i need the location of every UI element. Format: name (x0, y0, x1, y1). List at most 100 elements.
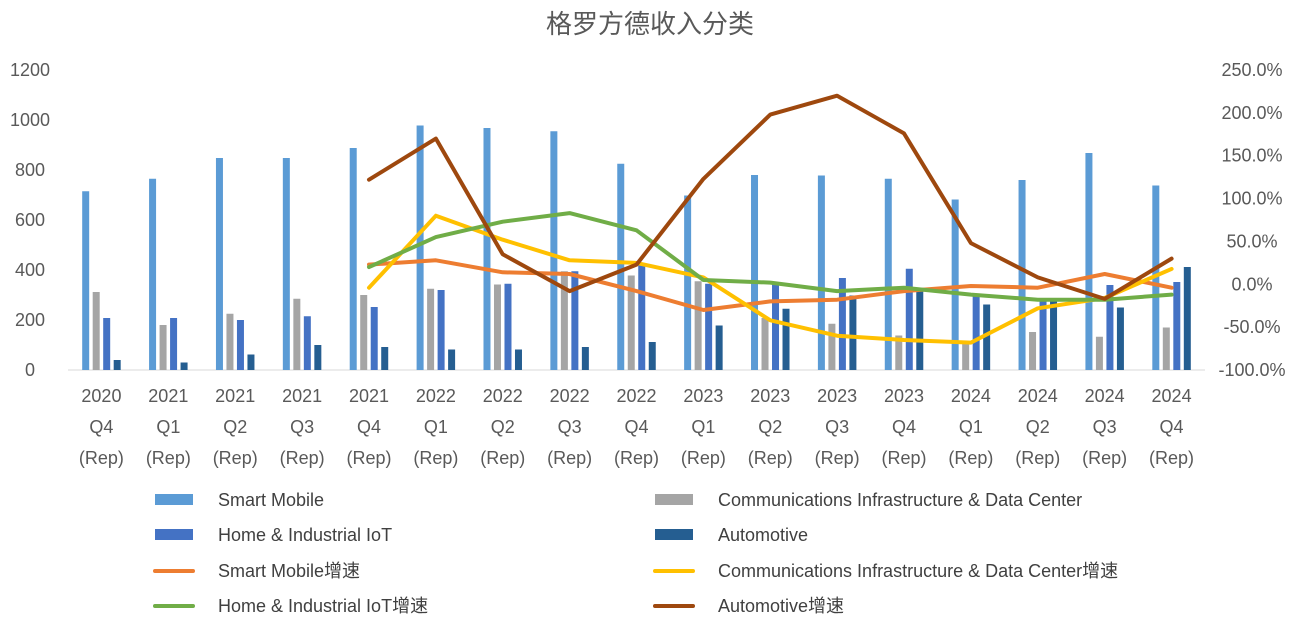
bar-home-industrial-iot (838, 278, 846, 370)
bar-communications-infrastructure-data-center (293, 298, 301, 370)
x-axis-tick-label: 2023 (817, 386, 857, 406)
x-axis-tick-label: 2024 (1152, 386, 1192, 406)
x-axis-tick-label: Q3 (558, 417, 582, 437)
x-axis-tick-label: 2021 (215, 386, 255, 406)
x-axis-tick-label: Q3 (1093, 417, 1117, 437)
x-axis-tick-label: 2023 (683, 386, 723, 406)
line-home-industrial-iot-growth (367, 211, 1174, 302)
x-axis-tick-label: 2021 (148, 386, 188, 406)
bar-home-industrial-iot (103, 318, 111, 370)
x-axis-tick-label: Q1 (959, 417, 983, 437)
bar-automotive (1116, 307, 1124, 370)
bar-automotive (1050, 300, 1058, 370)
right-axis-tick: -100.0% (1218, 360, 1285, 380)
bar-communications-infrastructure-data-center (560, 271, 568, 370)
legend-label: Smart Mobile增速 (218, 561, 360, 581)
bar-home-industrial-iot (236, 320, 244, 370)
bar-communications-infrastructure-data-center (92, 292, 100, 370)
bar-communications-infrastructure-data-center (694, 281, 702, 370)
x-axis-tick-label: Q4 (624, 417, 648, 437)
legend-swatch (655, 494, 693, 505)
right-axis-tick: 50.0% (1226, 231, 1277, 251)
x-axis-tick-label: (Rep) (346, 448, 391, 468)
right-axis-tick: 150.0% (1221, 146, 1282, 166)
bar-automotive (247, 354, 255, 370)
x-axis-tick-label: 2023 (750, 386, 790, 406)
legend-label: Smart Mobile (218, 490, 324, 510)
x-axis-tick-label: (Rep) (413, 448, 458, 468)
bar-communications-infrastructure-data-center (159, 325, 167, 370)
x-axis-tick-label: (Rep) (748, 448, 793, 468)
bar-home-industrial-iot (370, 307, 378, 370)
bar-home-industrial-iot (170, 318, 178, 370)
right-axis-tick: 100.0% (1221, 189, 1282, 209)
line-smart-mobile-growth (367, 258, 1174, 312)
x-axis-tick-label: (Rep) (213, 448, 258, 468)
x-axis-tick-label: (Rep) (681, 448, 726, 468)
bar-smart-mobile (951, 199, 959, 370)
line-layer (367, 93, 1174, 345)
x-axis-tick-label: (Rep) (1149, 448, 1194, 468)
right-axis-tick: 250.0% (1221, 60, 1282, 80)
x-axis-tick-label: Q2 (1026, 417, 1050, 437)
bar-communications-infrastructure-data-center (493, 284, 501, 370)
bar-home-industrial-iot (638, 265, 646, 370)
bar-smart-mobile (1085, 153, 1093, 370)
bar-smart-mobile (684, 195, 692, 370)
bar-layer (82, 125, 1191, 370)
x-axis-tick-label: Q3 (290, 417, 314, 437)
left-axis: 0 200 400 600 800 1000 1200 (10, 60, 50, 380)
bar-smart-mobile (751, 175, 759, 370)
right-axis-tick: 200.0% (1221, 103, 1282, 123)
x-axis-tick-label: Q2 (223, 417, 247, 437)
bar-automotive (314, 345, 322, 370)
bar-home-industrial-iot (1039, 299, 1047, 370)
x-axis-tick-label: Q3 (825, 417, 849, 437)
bar-automotive (715, 325, 723, 370)
x-axis-tick-label: (Rep) (79, 448, 124, 468)
legend-label: Communications Infrastructure & Data Cen… (718, 490, 1082, 510)
legend-swatch (155, 494, 193, 505)
bar-smart-mobile (550, 131, 558, 370)
bar-smart-mobile (349, 148, 357, 370)
bar-smart-mobile (215, 158, 223, 370)
bar-smart-mobile (483, 128, 491, 370)
bar-communications-infrastructure-data-center (761, 318, 769, 370)
x-axis-tick-label: Q1 (691, 417, 715, 437)
bar-automotive (113, 360, 121, 370)
bar-smart-mobile (817, 175, 825, 370)
x-axis-labels: 2020 Q4 (Rep) 2021 Q1 (Rep) 2021 Q2 (Rep) 2021 Q3 (… (79, 386, 1194, 468)
legend-swatch (655, 529, 693, 540)
bar-automotive (849, 295, 857, 370)
bar-smart-mobile (884, 178, 892, 370)
x-axis-tick-label: (Rep) (480, 448, 525, 468)
bar-smart-mobile (1018, 180, 1026, 370)
x-axis-tick-label: 2020 (81, 386, 121, 406)
x-axis-tick-label: Q4 (1160, 417, 1184, 437)
x-axis-tick-label: 2022 (483, 386, 523, 406)
bar-automotive (782, 308, 790, 370)
x-axis-tick-label: 2022 (550, 386, 590, 406)
bar-communications-infrastructure-data-center (427, 288, 435, 370)
bar-home-industrial-iot (905, 268, 913, 370)
bar-communications-infrastructure-data-center (828, 323, 836, 370)
x-axis-tick-label: 2024 (1085, 386, 1125, 406)
line-automotive-growth (367, 93, 1174, 301)
legend-label: Automotive (718, 525, 808, 545)
x-axis-tick-label: 2021 (349, 386, 389, 406)
bar-smart-mobile (617, 163, 625, 370)
left-axis-tick: 400 (15, 260, 45, 280)
x-axis-tick-label: (Rep) (146, 448, 191, 468)
left-axis-tick: 0 (25, 360, 35, 380)
bar-smart-mobile (416, 125, 424, 370)
x-axis-tick-label: 2024 (1018, 386, 1058, 406)
x-axis-tick-label: Q1 (424, 417, 448, 437)
x-axis-tick-label: Q4 (89, 417, 113, 437)
bar-communications-infrastructure-data-center (1029, 332, 1037, 370)
bar-home-industrial-iot (437, 290, 445, 370)
x-axis-tick-label: (Rep) (280, 448, 325, 468)
x-axis-tick-label: Q2 (758, 417, 782, 437)
bar-communications-infrastructure-data-center (962, 341, 970, 370)
